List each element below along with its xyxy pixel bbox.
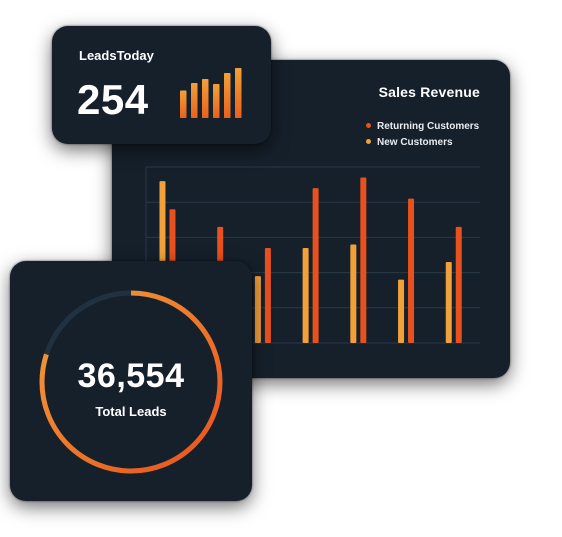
bar-new-7 xyxy=(445,262,452,343)
bar-new-6 xyxy=(398,279,405,343)
legend-returning-customers: Returning Customers xyxy=(366,121,479,132)
mini-bar-1 xyxy=(180,90,187,118)
total-leads-label: Total Leads xyxy=(95,404,167,419)
legend-new-customers: New Customers xyxy=(366,137,453,148)
bar-new-5 xyxy=(350,244,357,343)
mini-bar-4 xyxy=(213,84,220,118)
bar-returning-6 xyxy=(408,198,415,343)
leads-today-mini-chart xyxy=(180,68,242,118)
bar-new-4 xyxy=(302,247,309,343)
legend-new-dot xyxy=(366,138,371,144)
legend-new-label: New Customers xyxy=(377,137,453,148)
bar-returning-5 xyxy=(360,177,367,343)
legend-returning-dot xyxy=(366,122,371,128)
leads-today-value: 254 xyxy=(77,76,149,123)
total-leads-progress-ring xyxy=(39,290,223,474)
total-leads-card: 36,554 Total Leads xyxy=(10,261,252,501)
mini-bar-6 xyxy=(235,68,242,118)
sales-revenue-title: Sales Revenue xyxy=(378,84,480,100)
mini-bar-5 xyxy=(224,73,231,118)
bar-returning-3 xyxy=(264,247,271,343)
progress-ring-arc xyxy=(39,290,223,474)
total-leads-value: 36,554 xyxy=(77,357,185,395)
leads-today-card: LeadsToday 254 xyxy=(52,26,271,144)
bar-new-3 xyxy=(254,276,261,343)
bar-returning-4 xyxy=(312,188,319,343)
legend-returning-label: Returning Customers xyxy=(377,121,480,132)
bar-returning-7 xyxy=(455,226,462,343)
mini-bar-3 xyxy=(202,79,209,118)
leads-today-label: LeadsToday xyxy=(79,48,154,63)
mini-bar-2 xyxy=(191,83,198,118)
